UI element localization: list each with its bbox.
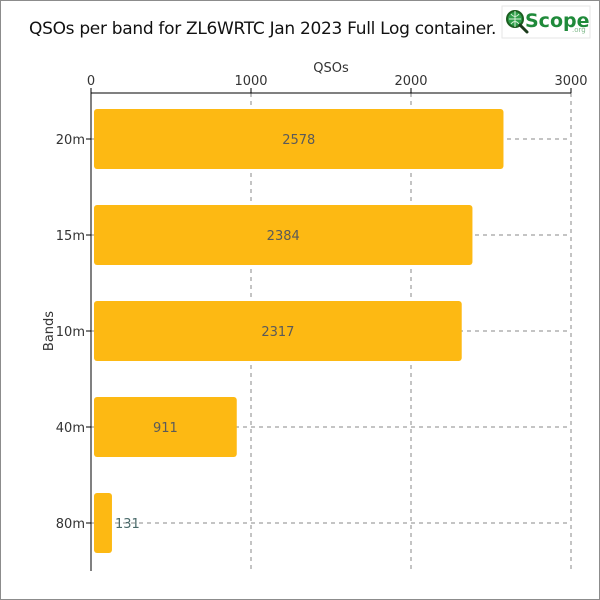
bar-value-label: 2578 xyxy=(282,133,315,148)
y-tick-label: 10m xyxy=(56,325,85,340)
y-tick-label: 15m xyxy=(56,229,85,244)
bar-value-label: 2317 xyxy=(261,325,294,340)
x-tick-label: 0 xyxy=(87,74,95,89)
y-tick-label: 20m xyxy=(56,133,85,148)
bar-40m xyxy=(94,397,237,457)
logo-suffix: .org xyxy=(572,26,586,34)
y-tick-label: 40m xyxy=(56,421,85,436)
x-axis-title: QSOs xyxy=(313,61,349,76)
bar-20m xyxy=(94,109,504,169)
magnifier-globe-icon xyxy=(506,10,529,34)
x-tick-label: 2000 xyxy=(394,74,427,89)
chart-title: QSOs per band for ZL6WRTC Jan 2023 Full … xyxy=(29,19,497,39)
y-tick-label: 80m xyxy=(56,517,85,532)
x-tick-label: 3000 xyxy=(554,74,587,89)
bar-value-label: 911 xyxy=(153,421,178,436)
qrzcq-scope-logo: Scope .org xyxy=(501,5,591,39)
logo-text: Scope xyxy=(525,10,590,32)
axes: 0 1000 2000 3000 20m 15m 10m 40m 80m xyxy=(56,74,588,571)
bar-80m xyxy=(94,493,112,553)
bars: 2578 2384 2317 911 131 xyxy=(94,109,504,553)
bar-15m xyxy=(94,205,473,265)
y-axis-title: Bands xyxy=(42,311,57,351)
bar-value-label: 131 xyxy=(115,517,140,532)
x-tick-label: 1000 xyxy=(234,74,267,89)
logo-graphic: Scope .org xyxy=(501,5,591,39)
bar-10m xyxy=(94,301,462,361)
bar-value-label: 2384 xyxy=(267,229,300,244)
